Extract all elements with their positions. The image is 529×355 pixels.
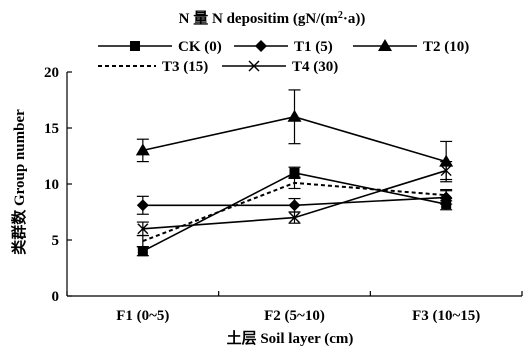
series-t4-point — [137, 223, 149, 235]
legend-item-t1-label: T1 (5) — [294, 39, 333, 55]
legend-item-t1: T1 (5) — [234, 39, 333, 55]
legend-title-tail: ·a)) — [343, 11, 366, 27]
legend-item-t4-marker-stroke — [248, 60, 260, 72]
axes: 0 5 10 15 20 F1 (0~5) F2 (5~10) F3 (10~15) — [44, 65, 523, 324]
x-axis-title: 土层 Soil layer (cm) — [227, 329, 354, 347]
legend-item-t2: T2 (10) — [353, 39, 469, 55]
legend-item-t4: T4 (30) — [222, 59, 338, 75]
series-t1 — [136, 190, 453, 215]
x-tick-label: F1 (0~5) — [116, 308, 169, 324]
series-t4 — [136, 161, 453, 237]
legend-item-t1-marker — [255, 40, 267, 52]
series-t4-point-stroke — [440, 165, 452, 177]
plot-area — [135, 89, 454, 257]
x-tick-label: F3 (10~15) — [412, 308, 480, 324]
legend-item-t3-label: T3 (15) — [162, 59, 208, 75]
y-tick-label: 20 — [44, 65, 59, 81]
series-t2-point — [287, 109, 302, 122]
series-t3-error-bar — [440, 189, 453, 202]
legend: CK (0) T1 (5) T2 (10) T3 (15) T4 (30) — [98, 39, 469, 75]
series-t1-point — [288, 199, 301, 212]
series-t4-point-stroke — [137, 223, 149, 235]
series-t4-point — [289, 212, 300, 224]
series-t2-point — [135, 143, 150, 156]
y-tick-label: 10 — [44, 177, 59, 193]
legend-item-t2-label: T2 (10) — [423, 39, 469, 55]
x-tick-label: F2 (5~10) — [264, 308, 325, 324]
legend-title: N 量 N depositim (gN/(m2·a)) — [179, 10, 366, 27]
legend-item-ck-marker — [130, 41, 140, 51]
legend-item-t4-marker — [248, 60, 260, 72]
series-t3-line — [142, 181, 447, 243]
series-t1-point — [136, 199, 149, 212]
y-axis-title: 类群数 Group number — [10, 109, 28, 255]
y-tick-label: 0 — [52, 289, 60, 305]
legend-item-t3: T3 (15) — [98, 59, 208, 75]
legend-title-main: N 量 N depositim (gN/(m — [179, 10, 339, 27]
legend-item-t4-label: T4 (30) — [292, 59, 338, 75]
legend-item-ck: CK (0) — [98, 39, 222, 55]
series-ck-point — [289, 167, 300, 178]
series-t4-point-stroke — [289, 212, 300, 224]
series-t4-point — [440, 165, 452, 177]
legend-title-sup: 2 — [338, 10, 343, 21]
series-t2-point — [439, 154, 454, 167]
y-tick-label: 5 — [52, 233, 60, 249]
legend-item-ck-label: CK (0) — [178, 39, 222, 55]
legend-item-t2-marker — [378, 39, 392, 51]
series-ck-point — [137, 246, 148, 257]
y-tick-label: 15 — [44, 121, 59, 137]
